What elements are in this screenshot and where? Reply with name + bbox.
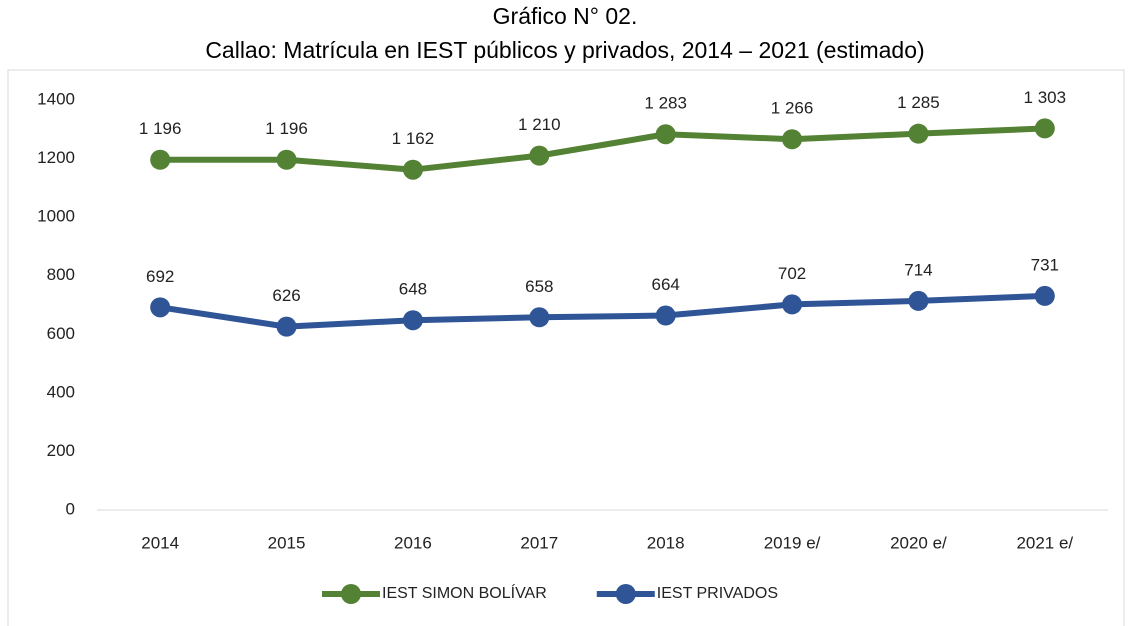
point [276, 149, 297, 170]
data-label: 714 [904, 260, 932, 279]
point [529, 307, 550, 328]
chart-subtitle: Callao: Matrícula en IEST públicos y pri… [205, 37, 924, 63]
legend-marker [341, 584, 361, 604]
x-tick-label: 2019 e/ [764, 533, 821, 552]
point [150, 297, 171, 318]
data-label: 1 266 [771, 99, 814, 118]
point [402, 310, 423, 331]
data-label: 1 283 [644, 94, 687, 113]
point [782, 129, 803, 150]
data-label: 1 196 [139, 119, 182, 138]
x-tick-label: 2014 [141, 533, 179, 552]
data-label: 1 196 [265, 119, 308, 138]
data-label: 1 285 [897, 93, 940, 112]
y-tick-label: 1400 [37, 89, 75, 108]
point [908, 290, 929, 311]
data-label: 731 [1031, 255, 1059, 274]
y-tick-label: 400 [47, 382, 75, 401]
y-tick-label: 600 [47, 324, 75, 343]
y-tick-label: 200 [47, 441, 75, 460]
point [276, 316, 297, 337]
data-label: 1 303 [1024, 88, 1067, 107]
data-label: 626 [272, 286, 300, 305]
data-label: 692 [146, 267, 174, 286]
point [529, 145, 550, 166]
point [402, 159, 423, 180]
data-label: 648 [399, 280, 427, 299]
data-label: 664 [652, 275, 680, 294]
y-tick-label: 1200 [37, 148, 75, 167]
series-line [159, 292, 1045, 330]
chart-title: Gráfico N° 02. [493, 3, 638, 29]
point [655, 305, 676, 326]
x-tick-label: 2015 [268, 533, 306, 552]
x-tick-label: 2018 [647, 533, 685, 552]
data-label: 1 210 [518, 115, 561, 134]
legend-marker [615, 584, 636, 604]
y-tick-label: 0 [66, 499, 75, 518]
x-tick-label: 2017 [520, 533, 558, 552]
point [150, 149, 171, 170]
point [1034, 285, 1055, 306]
x-tick-label: 2021 e/ [1016, 533, 1073, 552]
x-tick-label: 2016 [394, 533, 432, 552]
legend-label: IEST PRIVADOS [657, 585, 778, 602]
data-label: 658 [525, 277, 553, 296]
y-tick-label: 1000 [37, 207, 75, 226]
point [782, 294, 803, 315]
chart-border [7, 69, 1125, 626]
series-line [160, 125, 1045, 173]
x-tick-label: 2020 e/ [890, 533, 947, 552]
point [655, 124, 676, 145]
y-tick-label: 800 [47, 265, 75, 284]
legend-label: IEST SIMON BOLÍVAR [382, 583, 547, 602]
point [908, 123, 929, 144]
point [1034, 118, 1055, 139]
data-label: 702 [778, 264, 806, 283]
data-label: 1 162 [392, 129, 435, 148]
